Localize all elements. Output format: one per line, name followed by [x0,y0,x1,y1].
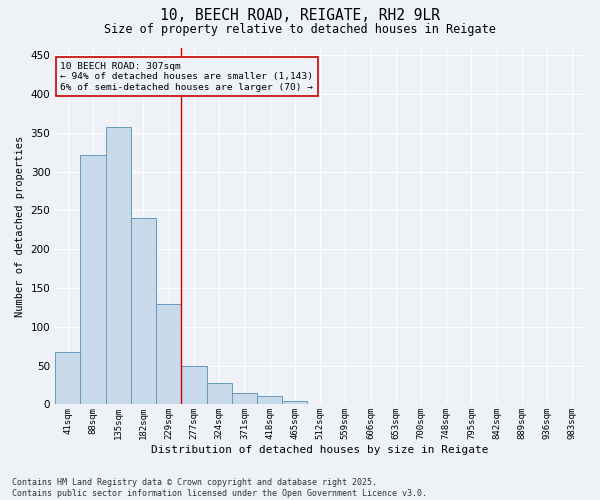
Bar [131,218,156,404]
X-axis label: Distribution of detached houses by size in Reigate: Distribution of detached houses by size … [151,445,489,455]
Bar [206,384,232,404]
Bar [257,396,282,404]
Bar [282,402,307,404]
Text: Contains HM Land Registry data © Crown copyright and database right 2025.
Contai: Contains HM Land Registry data © Crown c… [12,478,427,498]
Bar [181,366,206,405]
Bar [156,304,181,404]
Bar [232,393,257,404]
Text: 10 BEECH ROAD: 307sqm
← 94% of detached houses are smaller (1,143)
6% of semi-de: 10 BEECH ROAD: 307sqm ← 94% of detached … [61,62,313,92]
Text: 10, BEECH ROAD, REIGATE, RH2 9LR: 10, BEECH ROAD, REIGATE, RH2 9LR [160,8,440,22]
Bar [55,352,80,405]
Text: Size of property relative to detached houses in Reigate: Size of property relative to detached ho… [104,22,496,36]
Y-axis label: Number of detached properties: Number of detached properties [15,136,25,316]
Bar [106,126,131,404]
Bar [80,156,106,404]
